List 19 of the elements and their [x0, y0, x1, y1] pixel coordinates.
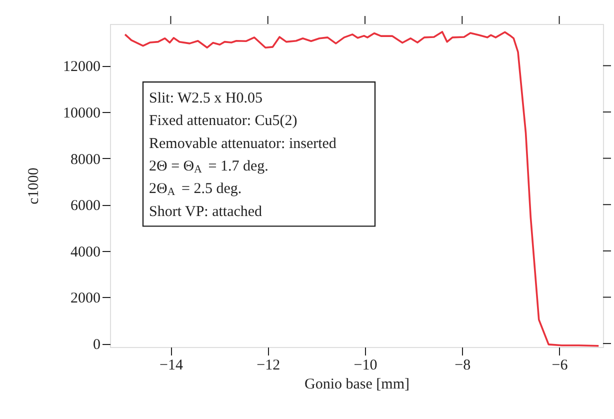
- annotation: Removable attenuator: inserted: [149, 136, 337, 152]
- x-tick-label: −6: [552, 358, 568, 374]
- x-tick-label: −14: [159, 358, 184, 374]
- y-tick-label: 12000: [63, 59, 100, 76]
- y-tick-label: 0: [93, 337, 100, 354]
- x-axis-title: Gonio base [mm]: [304, 376, 410, 392]
- annotation: Short VP: attached: [149, 204, 263, 220]
- y-tick-label: 4000: [70, 244, 100, 260]
- y-tick-label: 10000: [63, 105, 100, 122]
- x-tick-label: −8: [454, 358, 471, 374]
- x-tick-label: −12: [256, 358, 280, 374]
- y-tick-label: 6000: [70, 198, 100, 214]
- y-tick-label: 8000: [70, 152, 100, 168]
- y-tick-label: 2000: [70, 290, 100, 307]
- x-tick-label: −10: [354, 358, 378, 374]
- annotation: Fixed attenuator: Cu5(2): [149, 113, 298, 130]
- annotation: Slit: W2.5 x H0.05: [149, 90, 262, 106]
- line-series: [124, 30, 600, 347]
- y-axis-title: c1000: [26, 168, 42, 204]
